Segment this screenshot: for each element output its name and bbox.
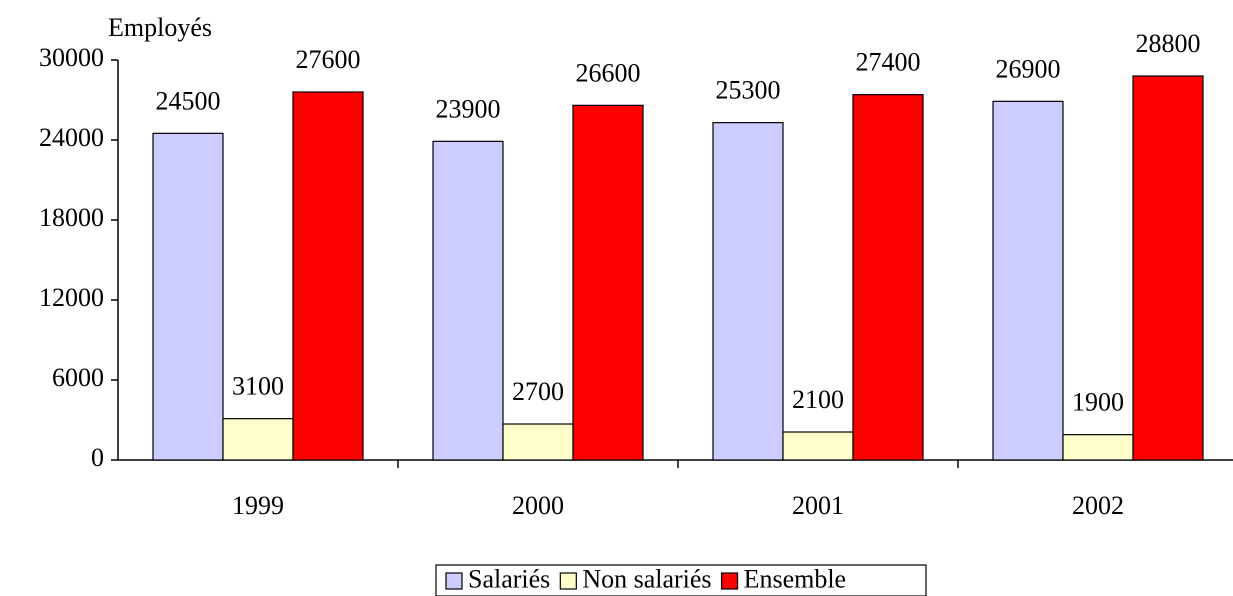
value-label: 1900 [1072,388,1124,417]
value-label: 28800 [1136,29,1201,58]
value-label: 26600 [576,58,641,87]
bar [432,140,504,461]
bar [152,132,224,461]
legend-label: Ensemble [744,564,847,593]
y-tick-label: 30000 [39,43,104,72]
bar [1062,434,1134,461]
value-label: 27600 [296,45,361,74]
value-label: 2100 [792,385,844,414]
value-label: 25300 [716,76,781,105]
value-label: 26900 [996,54,1061,83]
x-tick-label: 1999 [232,491,284,520]
legend-label: Non salariés [582,564,711,593]
x-tick-label: 2001 [792,491,844,520]
bar [992,100,1064,461]
value-label: 27400 [856,48,921,77]
legend-swatch [445,572,463,590]
value-label: 24500 [156,86,221,115]
value-label: 2700 [512,377,564,406]
y-tick-label: 24000 [39,123,104,152]
legend-swatch [720,572,739,590]
y-tick-label: 6000 [52,363,104,392]
x-tick-label: 2000 [512,491,564,520]
bar [852,94,924,461]
legend-swatch [559,572,577,590]
bar [222,418,294,461]
y-tick-label: 12000 [39,283,104,312]
value-label: 23900 [436,94,501,123]
value-label: 3100 [232,372,284,401]
bar [572,104,644,461]
bar [1132,75,1204,461]
y-tick-label: 0 [91,443,104,472]
bar [502,423,574,461]
y-tick-label: 18000 [39,203,104,232]
bar [292,91,364,461]
bar [712,122,784,461]
x-tick-label: 2002 [1072,491,1124,520]
legend-label: Salariés [468,564,550,593]
bar [782,431,854,461]
y-axis-label: Employés [108,13,212,42]
legend-box [435,564,927,596]
